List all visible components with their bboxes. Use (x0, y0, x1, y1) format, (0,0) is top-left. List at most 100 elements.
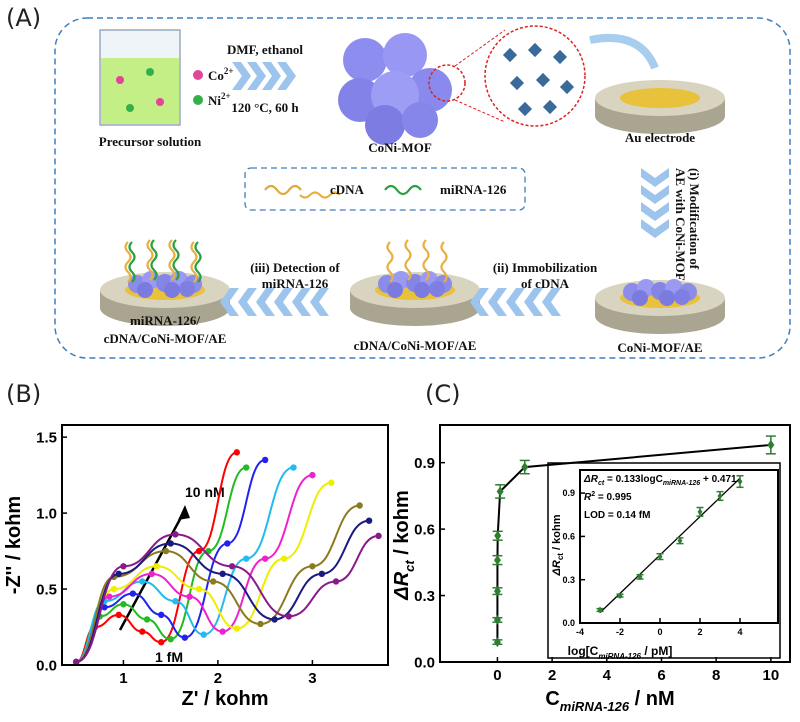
point (717, 492, 723, 500)
point (115, 611, 122, 619)
point (120, 563, 127, 570)
legend-box (244, 167, 526, 211)
y-tick-label: 0.9 (414, 455, 435, 472)
point (172, 598, 179, 605)
point (597, 606, 603, 614)
y-tick-label: 1.0 (36, 505, 57, 522)
point (72, 658, 80, 666)
inset-frame (547, 462, 781, 659)
point (243, 555, 250, 562)
point (493, 637, 501, 648)
point (496, 486, 504, 497)
y-tick-label: 0.0 (414, 654, 435, 671)
caption: cDNA/CoNi-MOF/AE (354, 338, 477, 353)
y-tick-label: 0.3 (562, 575, 575, 585)
point (494, 530, 502, 541)
point (181, 634, 189, 641)
x-tick-label: 6 (657, 667, 665, 684)
y-tick-label: 0.5 (36, 581, 57, 598)
ion: Ni2+ (208, 91, 231, 108)
step: miRNA-126 (262, 276, 329, 291)
condition: DMF, ethanol (227, 42, 303, 57)
x-axis-label: CmiRNA-126 / nM (545, 688, 674, 714)
trend-arrow-head (178, 505, 190, 520)
point (243, 464, 250, 471)
y-tick-label: 0.6 (414, 521, 435, 538)
y-tick-label: 0.0 (562, 618, 575, 628)
zoom (484, 25, 586, 127)
electrode (595, 80, 725, 134)
step: (i) Modification of (687, 168, 702, 270)
point (677, 537, 683, 545)
point (261, 456, 269, 464)
lod: LOD = 0.14 fM (584, 510, 650, 521)
point (328, 479, 335, 486)
annotation: 10 nM (185, 484, 225, 500)
annotation: 1 fM (155, 649, 183, 665)
legend-label: cDNA (330, 182, 365, 197)
x-axis-label: Z' / kohm (182, 688, 269, 710)
series-line (75, 474, 313, 663)
r-squared: R2 = 0.995 (584, 491, 632, 503)
point (209, 578, 217, 585)
point (493, 586, 501, 597)
panel-label: (B) (6, 380, 41, 408)
x-tick-label: 4 (603, 667, 612, 684)
point (617, 592, 623, 600)
y-tick-label: 0.6 (562, 532, 575, 542)
point (493, 555, 501, 566)
point (106, 593, 113, 600)
point (120, 601, 127, 608)
point (129, 590, 137, 597)
x-tick-label: 2 (214, 670, 222, 687)
series-line (75, 519, 370, 663)
point (162, 547, 170, 555)
step: of cDNA (521, 276, 570, 291)
ion: Co2+ (208, 66, 234, 83)
point (153, 563, 160, 570)
point (309, 563, 316, 570)
x-tick-label: -2 (616, 627, 624, 637)
lattice (502, 42, 575, 117)
ni-dot (193, 95, 203, 105)
frame (54, 17, 791, 359)
x-tick-label: 3 (308, 670, 316, 687)
point (228, 563, 236, 570)
point (110, 585, 118, 593)
panel-label: (C) (425, 380, 460, 408)
point (186, 593, 193, 600)
point (219, 570, 226, 578)
x-tick-label: -4 (576, 627, 584, 637)
point (767, 439, 775, 450)
point (318, 570, 326, 578)
arrow (232, 62, 296, 90)
x-tick-label: 4 (737, 627, 742, 637)
inset-x-label: log[CmiRNA-126 / pM] (568, 644, 673, 661)
point (290, 464, 297, 471)
y-tick-label: 1.5 (36, 429, 57, 446)
point (200, 631, 207, 638)
caption: Au electrode (625, 130, 695, 145)
x-tick-label: 1 (119, 670, 127, 687)
point (167, 540, 174, 547)
point (261, 555, 269, 562)
y-tick-label: 0.9 (562, 488, 575, 498)
caption: miRNA-126/ (130, 313, 200, 328)
point (356, 502, 363, 509)
x-tick-label: 0 (657, 627, 662, 637)
point (233, 449, 241, 456)
point (285, 613, 292, 620)
point (233, 625, 241, 632)
series-line (75, 504, 360, 663)
x-tick-label: 0 (493, 667, 501, 684)
step: (ii) Immobilization (493, 260, 598, 275)
y-tick-label: 0.3 (414, 588, 435, 605)
condition: 120 °C, 60 h (231, 100, 299, 115)
point (697, 508, 703, 516)
caption: CoNi-MOF/AE (617, 340, 702, 355)
point (148, 570, 155, 578)
point (365, 517, 373, 524)
arrow (589, 33, 659, 70)
point (143, 616, 151, 623)
